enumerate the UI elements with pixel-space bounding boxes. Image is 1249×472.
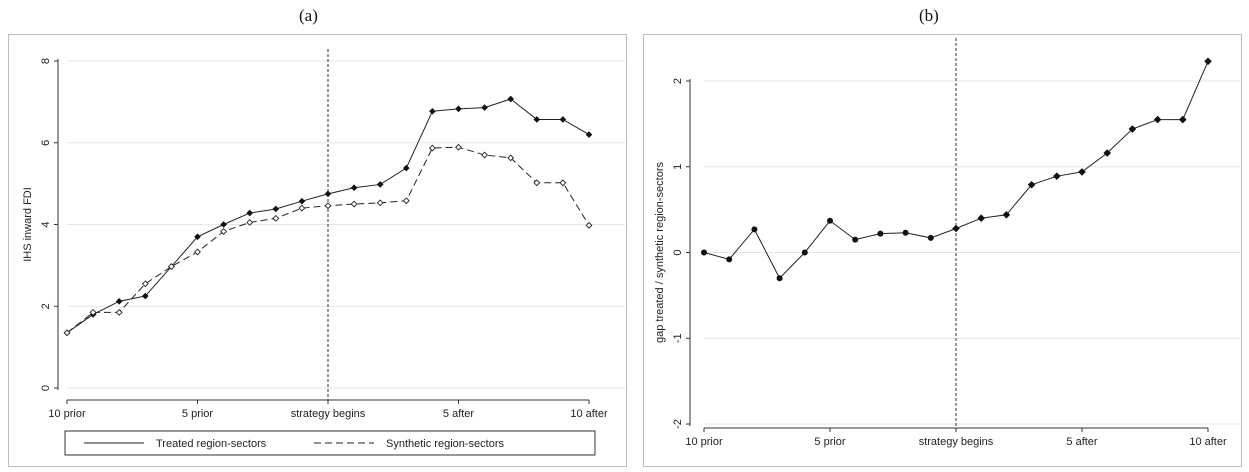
data-point-b-0 [751,226,758,233]
data-point-b-0 [776,275,783,282]
data-point-a-0 [559,116,567,123]
data-point-a-1 [194,248,201,256]
x-tick-label-b: strategy begins [919,436,994,448]
x-tick-label-a: 5 prior [182,408,214,420]
data-point-a-0 [246,209,254,217]
y-tick-label-a: 8 [40,58,52,64]
data-point-a-1 [428,144,436,152]
panel-a-title: (a) [299,6,318,25]
data-point-a-0 [585,131,593,138]
data-point-b-0 [1128,125,1137,133]
legend-label-a-1: Synthetic region-sectors [386,438,504,450]
data-point-a-1 [141,280,149,288]
data-point-a-0 [533,116,541,123]
data-point-a-1 [272,214,280,222]
data-point-a-1 [298,204,306,212]
y-tick-label-a: 2 [40,303,52,309]
data-point-a-1 [324,202,332,210]
data-point-a-1 [376,199,384,207]
data-point-b-0 [801,249,808,256]
x-tick-label-a: 10 prior [48,408,86,420]
data-point-b-0 [1053,172,1061,180]
data-point-a-1 [63,329,71,337]
data-point-a-0 [455,105,462,113]
x-tick-label-b: 5 prior [814,436,846,448]
data-point-a-0 [115,298,123,305]
data-point-a-0 [298,197,306,205]
chart-a-svg: 0 2 4 6 8 10 prior 5 prior strategy begins 5 aft… [22,49,625,456]
data-point-b-0 [1153,115,1162,124]
chart-b-svg: -2 -1 0 1 2 10 prior 5 prior strategy begins 5 a… [654,38,1240,448]
data-point-a-1 [246,219,254,226]
data-point-a-0 [194,233,201,241]
data-point-a-1 [220,228,228,235]
data-point-a-1 [559,179,567,187]
panel-b-title: (b) [919,6,939,25]
data-point-b-0 [701,249,707,256]
x-tick-label-b: 10 prior [685,436,723,448]
data-point-a-1 [115,308,123,316]
y-tick-label-b: 0 [672,249,684,255]
data-point-b-0 [827,217,833,224]
data-point-a-1 [533,179,541,187]
x-tick-label-b: 5 after [1066,436,1098,448]
data-point-a-0 [376,181,384,188]
data-point-a-1 [585,221,593,229]
y-tick-label-b: 1 [672,164,684,170]
data-point-a-0 [402,164,410,172]
data-point-a-1 [350,200,358,208]
data-point-b-0 [1103,149,1111,157]
data-point-a-1 [455,143,462,151]
data-point-a-0 [272,205,280,213]
y-tick-label-b: -1 [672,333,684,343]
y-tick-label-b: -2 [672,419,684,429]
data-point-a-1 [507,154,515,162]
y-tick-label-b: 2 [672,78,684,84]
data-point-b-0 [1002,210,1011,219]
y-axis-label-a: IHS inward FDI [22,187,34,262]
data-point-a-1 [167,263,175,271]
data-point-a-0 [141,292,149,300]
data-point-a-0 [429,107,436,115]
data-point-b-0 [1204,57,1212,66]
data-point-b-0 [726,256,733,263]
data-point-a-0 [350,184,358,192]
data-point-a-0 [324,190,332,198]
x-tick-label-a: strategy begins [291,408,366,420]
chart-panel-a: 0 2 4 6 8 10 prior 5 prior strategy begins 5 aft… [8,34,627,467]
x-tick-label-b: 10 after [1189,436,1227,448]
data-point-b-0 [952,224,960,233]
y-tick-label-a: 4 [40,221,52,227]
x-tick-label-a: 5 after [443,408,475,420]
data-point-a-1 [402,197,410,205]
y-tick-label-a: 6 [40,140,52,146]
data-point-b-0 [1027,180,1036,189]
data-point-a-1 [481,151,489,159]
data-point-b-0 [877,230,884,237]
data-point-a-0 [507,95,515,103]
data-point-b-0 [977,214,985,222]
y-axis-label-b: gap treated / synthetic region-sectors [654,162,666,343]
legend-label-a-0: Treated region-sectors [156,438,267,450]
x-tick-label-a: 10 after [570,408,608,420]
data-point-b-0 [902,229,909,236]
data-point-b-0 [1179,115,1187,124]
data-point-b-0 [927,234,934,241]
chart-panel-b: -2 -1 0 1 2 10 prior 5 prior strategy begins 5 a… [643,34,1242,467]
data-point-a-1 [89,308,97,316]
data-point-b-0 [852,236,859,243]
data-point-a-0 [220,221,227,228]
data-point-a-0 [481,104,488,111]
y-tick-label-a: 0 [40,385,52,391]
data-point-b-0 [1078,168,1086,176]
